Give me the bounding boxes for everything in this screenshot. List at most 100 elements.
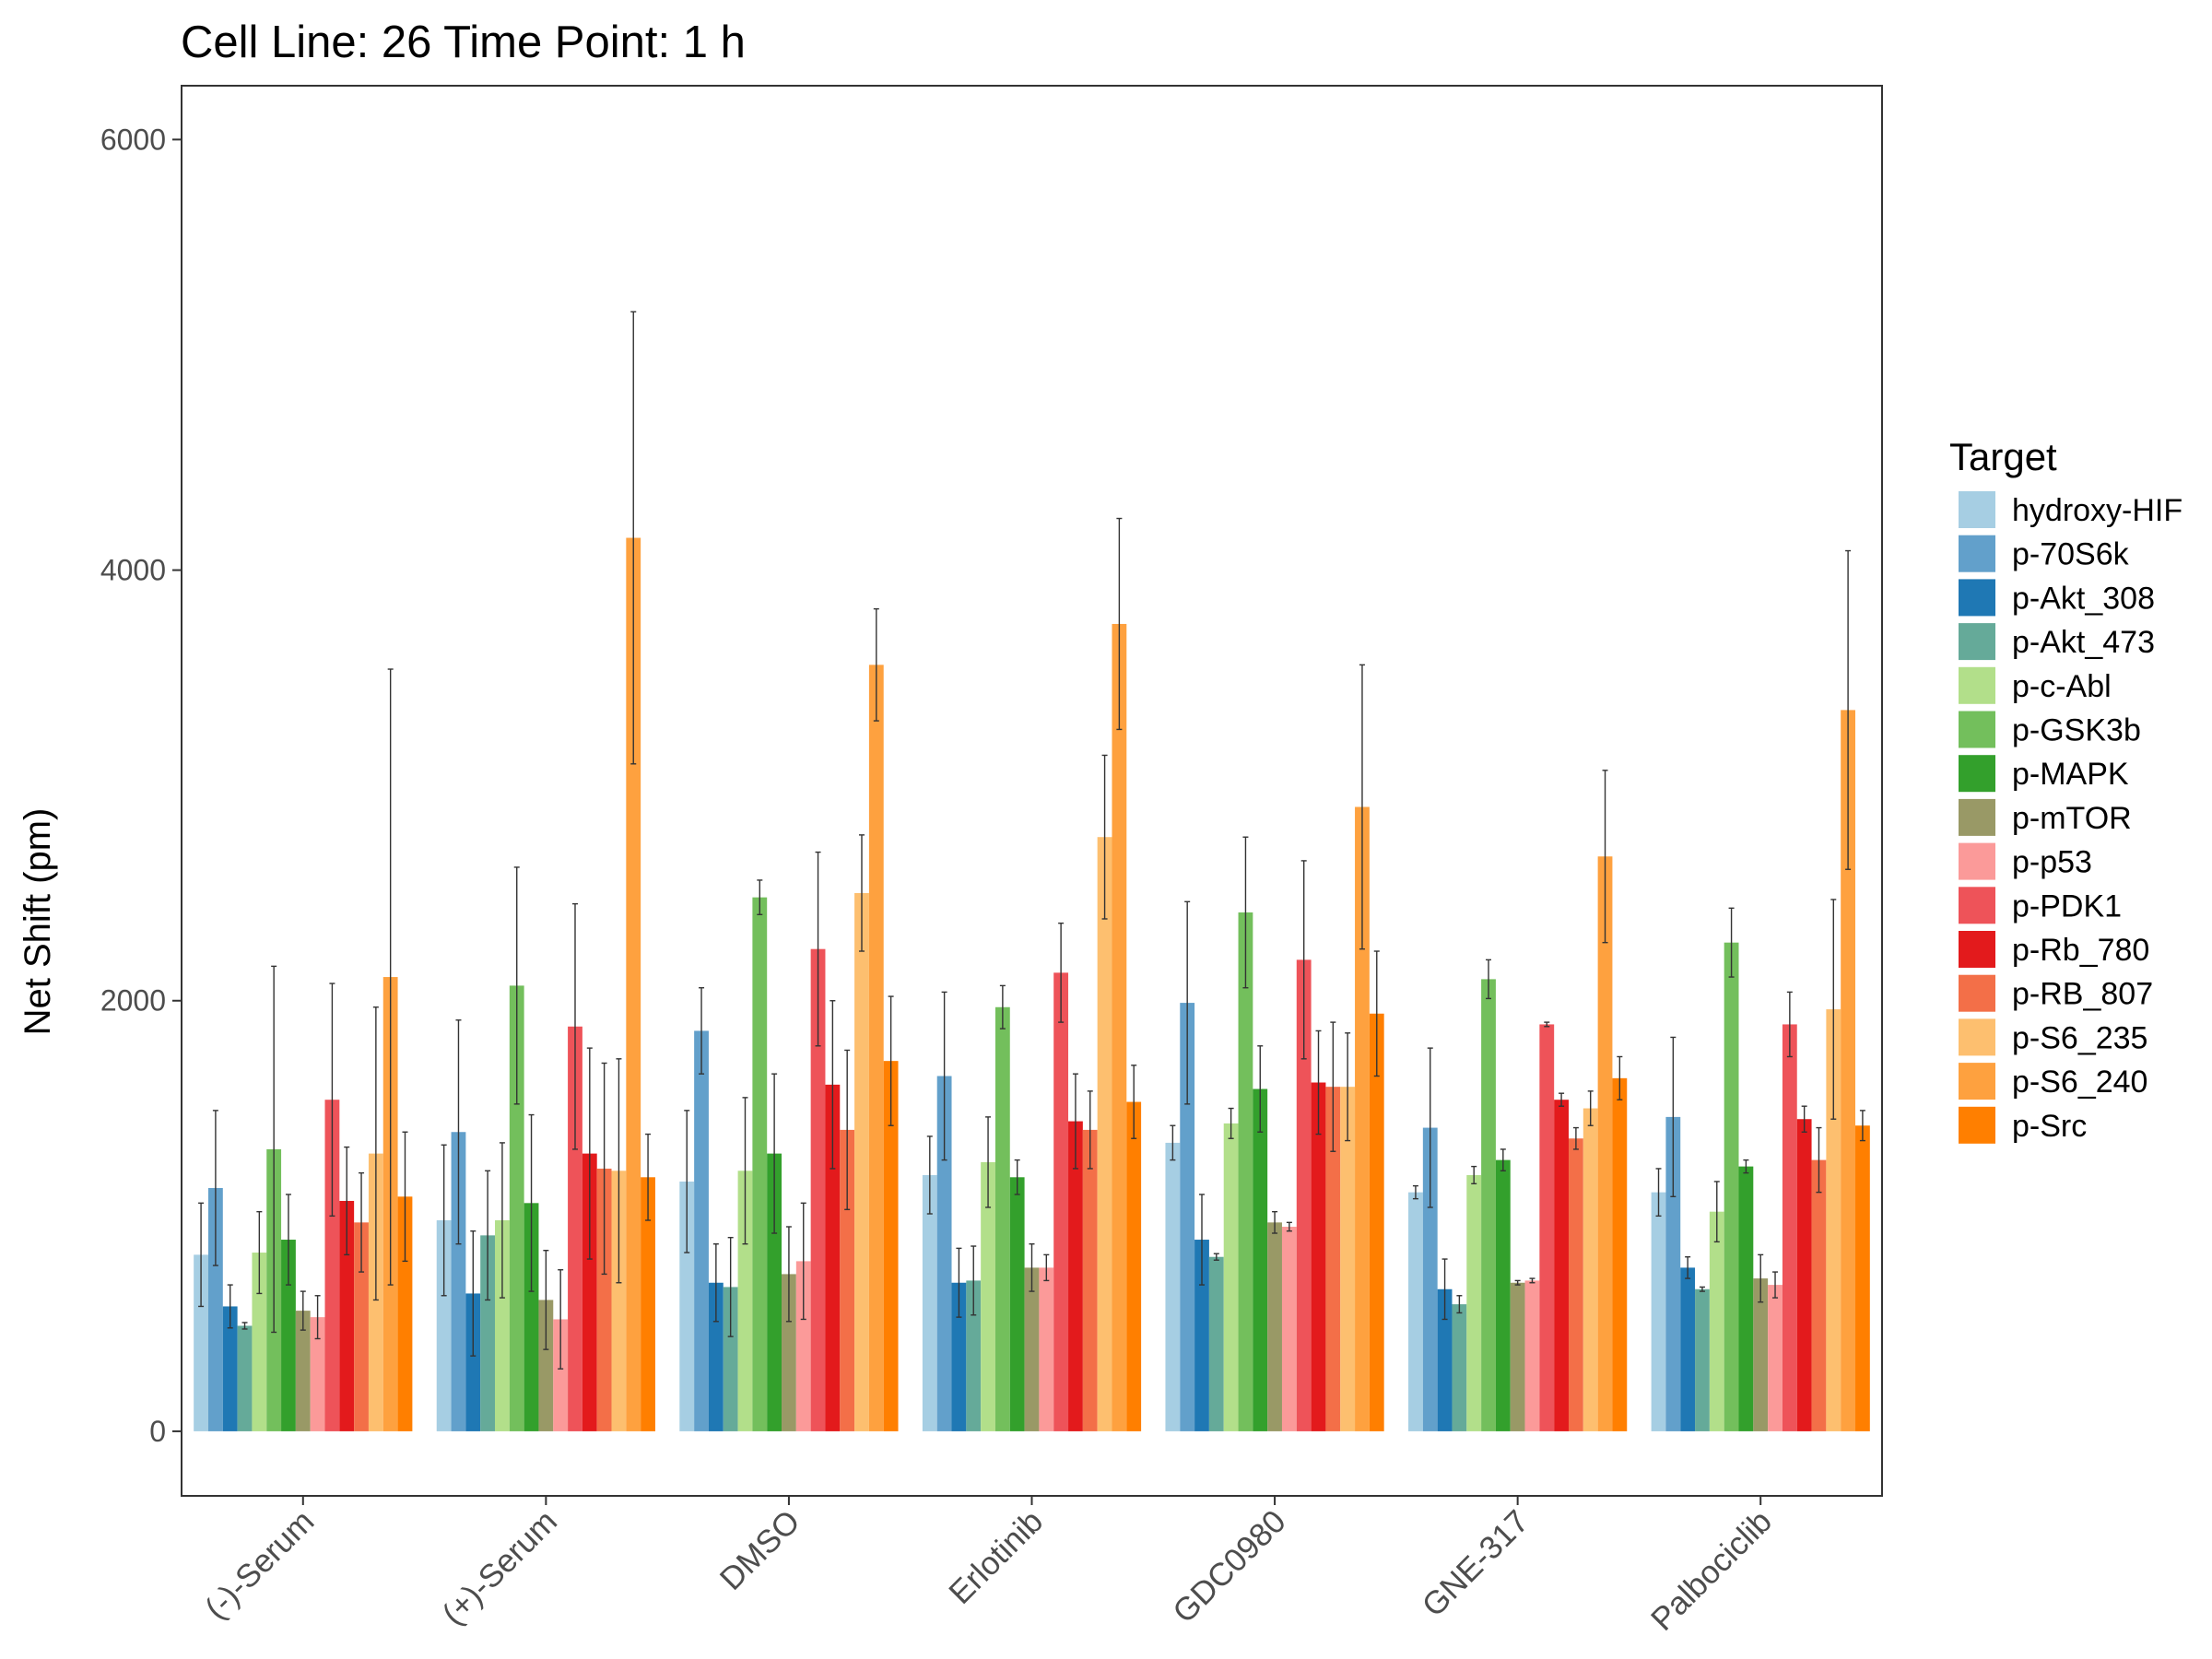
bar bbox=[737, 1171, 753, 1431]
bar bbox=[782, 1274, 796, 1431]
bar bbox=[495, 1220, 510, 1431]
bar bbox=[1208, 1256, 1224, 1431]
legend-swatch bbox=[1959, 755, 1995, 793]
legend-title: Target bbox=[1949, 435, 2057, 478]
bar bbox=[582, 1153, 597, 1431]
bar bbox=[1009, 1177, 1025, 1431]
bar bbox=[641, 1177, 655, 1431]
bar bbox=[767, 1153, 782, 1431]
bar bbox=[1422, 1127, 1438, 1431]
bar bbox=[1437, 1288, 1453, 1431]
bar bbox=[1665, 1116, 1681, 1431]
bar bbox=[596, 1168, 612, 1431]
bar bbox=[1223, 1123, 1239, 1431]
bar bbox=[810, 948, 826, 1431]
bar bbox=[936, 1076, 952, 1431]
bar bbox=[480, 1235, 495, 1431]
bar bbox=[1695, 1288, 1710, 1431]
bar bbox=[1194, 1240, 1209, 1431]
bar bbox=[1841, 710, 1855, 1431]
bar bbox=[1738, 1166, 1754, 1431]
legend-swatch bbox=[1959, 842, 1995, 880]
legend-label: p-c-Abl bbox=[2012, 669, 2112, 704]
bar bbox=[1724, 942, 1739, 1431]
bar bbox=[207, 1187, 223, 1431]
legend-label: p-p53 bbox=[2012, 845, 2092, 880]
legend-label: p-Akt_308 bbox=[2012, 581, 2155, 616]
bar bbox=[1680, 1267, 1696, 1431]
legend-swatch bbox=[1959, 1063, 1995, 1100]
bar bbox=[1112, 623, 1127, 1431]
bar bbox=[397, 1196, 413, 1431]
bar bbox=[1782, 1024, 1797, 1431]
bar bbox=[568, 1026, 582, 1431]
legend-swatch bbox=[1959, 579, 1995, 617]
bar bbox=[339, 1200, 355, 1431]
y-tick-label: 2000 bbox=[100, 984, 166, 1018]
bar bbox=[310, 1317, 325, 1431]
bar bbox=[281, 1240, 296, 1431]
x-tick-label: GNE-317 bbox=[1416, 1503, 1536, 1624]
legend-swatch bbox=[1959, 1106, 1995, 1144]
bar bbox=[1583, 1108, 1598, 1431]
bar bbox=[966, 1280, 982, 1431]
legend-swatch bbox=[1959, 666, 1995, 704]
bar bbox=[1796, 1119, 1812, 1431]
bar bbox=[1452, 1304, 1467, 1431]
bar bbox=[922, 1174, 937, 1431]
bar bbox=[1554, 1100, 1569, 1431]
bar bbox=[524, 1203, 539, 1431]
legend-label: p-mTOR bbox=[2012, 801, 2132, 836]
chart-title: Cell Line: 26 Time Point: 1 h bbox=[181, 18, 746, 67]
bar bbox=[1325, 1087, 1341, 1431]
legend: Target hydroxy-HIF p-70S6k p-Akt_308 p-Akt_… bbox=[1949, 435, 2183, 1144]
bar bbox=[694, 1030, 709, 1431]
bar bbox=[1165, 1142, 1181, 1431]
bar bbox=[981, 1161, 995, 1431]
legend-swatch bbox=[1959, 1018, 1995, 1056]
bar bbox=[1180, 1003, 1195, 1431]
bar bbox=[465, 1293, 481, 1431]
bar bbox=[436, 1220, 452, 1431]
x-tick-label: DMSO bbox=[713, 1503, 807, 1597]
bar bbox=[1068, 1121, 1083, 1431]
bar bbox=[324, 1100, 340, 1431]
y-axis-label: Net Shift (pm) bbox=[18, 808, 58, 1036]
y-tick-label: 0 bbox=[149, 1415, 166, 1448]
bar bbox=[252, 1253, 267, 1431]
legend-swatch bbox=[1959, 887, 1995, 924]
x-tick-label: (-)-Serum bbox=[198, 1503, 321, 1626]
legend-label: p-70S6k bbox=[2012, 537, 2130, 572]
bar bbox=[1053, 972, 1069, 1431]
x-tick-label: (+)-Serum bbox=[435, 1503, 564, 1632]
bar bbox=[994, 1006, 1010, 1431]
bar bbox=[1253, 1088, 1268, 1431]
bar bbox=[1311, 1082, 1326, 1431]
legend-label: p-MAPK bbox=[2012, 757, 2129, 792]
bar bbox=[1568, 1138, 1583, 1431]
x-tick-label: Palbociclib bbox=[1644, 1503, 1779, 1638]
legend-swatch bbox=[1959, 931, 1995, 968]
bar bbox=[1340, 1087, 1356, 1431]
bars-layer bbox=[194, 537, 1870, 1431]
bar bbox=[354, 1222, 369, 1431]
legend-swatch bbox=[1959, 491, 1995, 528]
legend-label: p-S6_235 bbox=[2012, 1020, 2147, 1055]
bar bbox=[1768, 1285, 1783, 1431]
bar bbox=[1466, 1174, 1482, 1431]
bar bbox=[626, 537, 641, 1431]
bar bbox=[1369, 1013, 1384, 1431]
bar bbox=[1408, 1192, 1423, 1431]
bar bbox=[509, 985, 524, 1431]
bar bbox=[825, 1084, 841, 1431]
legend-label: p-PDK1 bbox=[2012, 888, 2122, 924]
bar bbox=[708, 1282, 724, 1431]
bar bbox=[868, 665, 884, 1431]
bar bbox=[795, 1261, 811, 1431]
legend-label: p-RB_807 bbox=[2012, 977, 2153, 1012]
error-bars-layer bbox=[198, 311, 1865, 1370]
bar bbox=[1126, 1101, 1142, 1431]
x-tick-label: GDC0980 bbox=[1166, 1503, 1293, 1630]
bar bbox=[1296, 959, 1312, 1431]
